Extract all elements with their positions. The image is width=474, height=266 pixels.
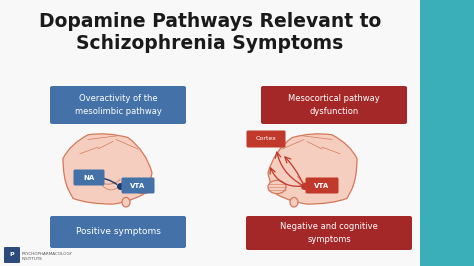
- Text: VTA: VTA: [314, 182, 329, 189]
- Ellipse shape: [134, 180, 152, 194]
- Text: Schizophrenia Symptoms: Schizophrenia Symptoms: [76, 34, 344, 53]
- PathPatch shape: [268, 134, 357, 204]
- FancyBboxPatch shape: [50, 86, 186, 124]
- FancyBboxPatch shape: [246, 216, 412, 250]
- Text: Positive symptoms: Positive symptoms: [75, 227, 160, 236]
- FancyBboxPatch shape: [50, 216, 186, 248]
- FancyBboxPatch shape: [4, 247, 20, 263]
- Text: Mesocortical pathway
dysfunction: Mesocortical pathway dysfunction: [288, 94, 380, 116]
- Text: Cortex: Cortex: [255, 136, 276, 142]
- Text: PSYCHOPHARMACOLOGY
INSTITUTE: PSYCHOPHARMACOLOGY INSTITUTE: [22, 252, 73, 261]
- Ellipse shape: [290, 197, 298, 207]
- Text: VTA: VTA: [130, 182, 146, 189]
- Text: NA: NA: [83, 174, 95, 181]
- Text: Dopamine Pathways Relevant to: Dopamine Pathways Relevant to: [39, 12, 381, 31]
- FancyBboxPatch shape: [306, 177, 338, 193]
- FancyBboxPatch shape: [121, 177, 155, 193]
- PathPatch shape: [63, 134, 152, 204]
- FancyBboxPatch shape: [261, 86, 407, 124]
- Bar: [420, 0, 474, 266]
- Text: Negative and cognitive
symptoms: Negative and cognitive symptoms: [280, 222, 378, 244]
- FancyBboxPatch shape: [246, 131, 285, 148]
- Ellipse shape: [268, 180, 286, 194]
- Ellipse shape: [122, 197, 130, 207]
- Text: Overactivity of the
mesolimbic pathway: Overactivity of the mesolimbic pathway: [74, 94, 162, 116]
- FancyBboxPatch shape: [73, 169, 104, 185]
- Text: P: P: [9, 252, 14, 257]
